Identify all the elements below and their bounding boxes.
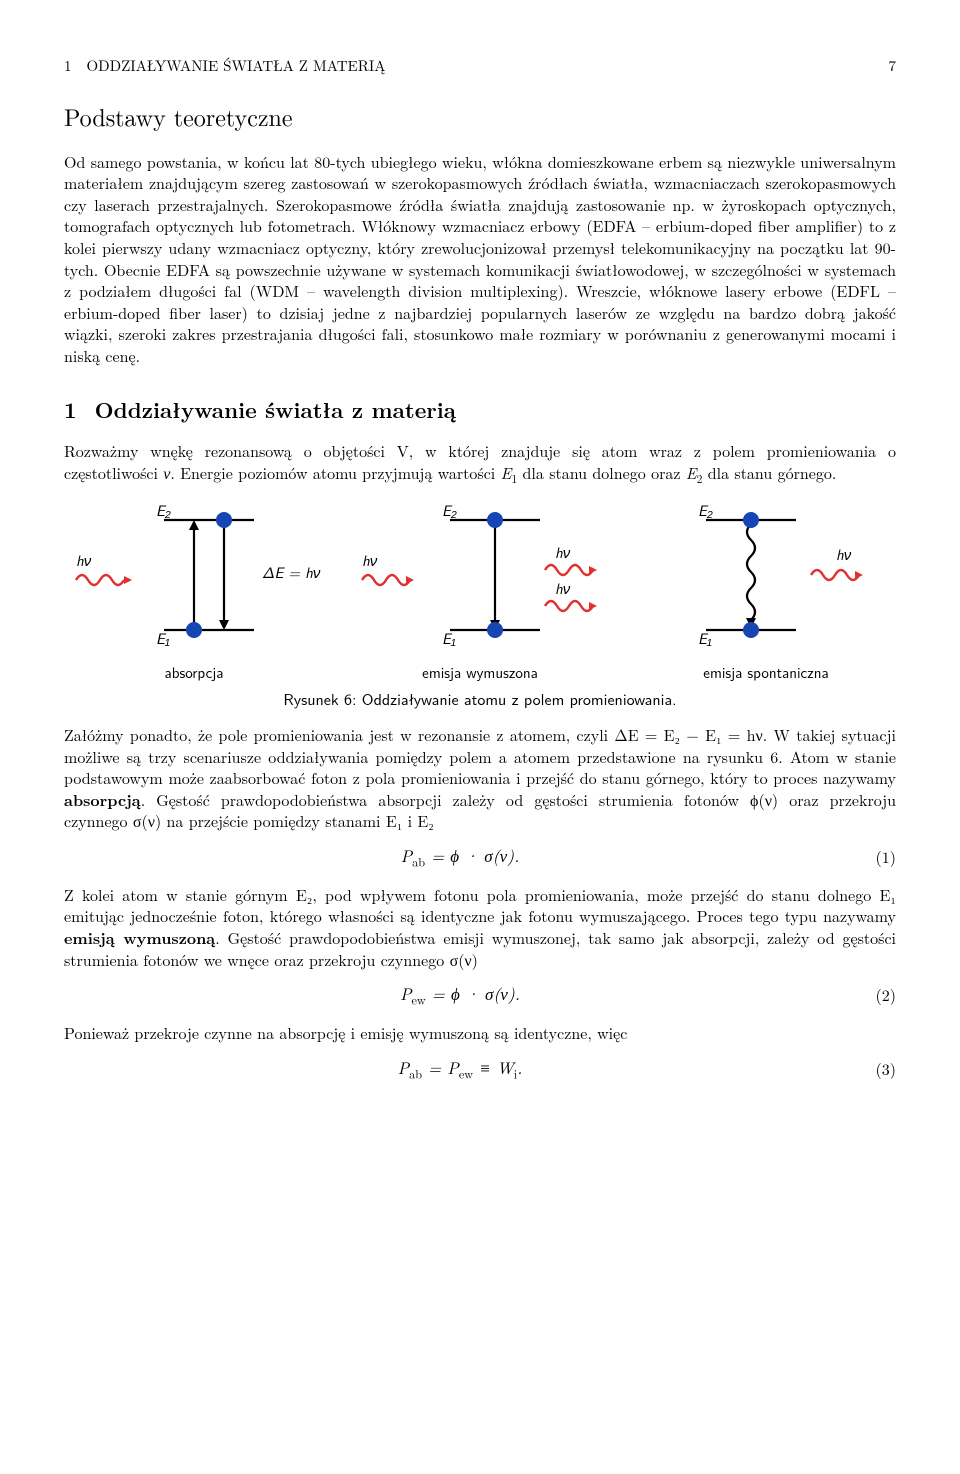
equation-1-body: Pab = ϕ · σ(ν). xyxy=(64,844,856,870)
section-title-text: Oddziaływanie światła z materią xyxy=(95,394,456,425)
p2-e2sym: E xyxy=(686,461,697,484)
svg-text:E₁: E₁ xyxy=(442,627,456,649)
equation-1-number: (1) xyxy=(856,846,896,868)
figure-caption: Rysunek 6: Oddziaływanie atomu z polem p… xyxy=(64,688,896,710)
p2-c: . Energie poziomów atomu przyjmują warto… xyxy=(170,461,500,484)
section-number: 1 xyxy=(64,395,77,425)
p3-a: Załóżmy ponadto, że pole promieniowania … xyxy=(64,723,896,789)
equation-3: Pab = Pew ≡ Wi. (3) xyxy=(64,1056,896,1082)
p3-bold-absorpcja: absorpcją xyxy=(64,788,141,811)
absorption-svg: E₂ E₁ hν ΔE = hν xyxy=(64,500,324,650)
spontaneous-svg: E₂ E₁ hν xyxy=(636,500,896,650)
intro-heading: Podstawy teoretyczne xyxy=(64,100,896,132)
svg-text:ΔE = hν: ΔE = hν xyxy=(262,561,321,583)
p3-cont: . Gęstość prawdopodobieństwa absorpcji z… xyxy=(64,788,896,833)
p4-a: Z kolei atom w stanie górnym E₂, pod wpł… xyxy=(64,883,896,928)
paragraph-3: Załóżmy ponadto, że pole promieniowania … xyxy=(64,724,896,832)
svg-text:E₂: E₂ xyxy=(442,500,457,521)
page-number: 7 xyxy=(888,56,896,76)
svg-text:E₁: E₁ xyxy=(698,627,712,649)
paragraph-4: Z kolei atom w stanie górnym E₂, pod wpł… xyxy=(64,884,896,970)
figure-6: E₂ E₁ hν ΔE = hν absorpcja xyxy=(64,500,896,710)
equation-3-number: (3) xyxy=(856,1058,896,1080)
svg-text:E₁: E₁ xyxy=(156,627,170,649)
diagram-label-spontaneous: emisja spontaniczna xyxy=(636,662,896,682)
paragraph-2: Rozważmy wnękę rezonansową o objętości V… xyxy=(64,440,896,487)
p2-g: dla stanu górnego. xyxy=(702,461,836,484)
diagram-spontaneous-emission: E₂ E₁ hν emisja spontaniczna xyxy=(636,500,896,683)
p4-bold: emisją wymuszoną xyxy=(64,926,215,949)
paragraph-1: Od samego powstania, w końcu lat 80-tych… xyxy=(64,151,896,367)
equation-2: Pew = ϕ · σ(ν). (2) xyxy=(64,982,896,1008)
svg-text:hν: hν xyxy=(555,541,571,563)
page-header-left: 1 ODDZIAŁYWANIE ŚWIATŁA Z MATERIĄ xyxy=(64,56,385,76)
paragraph-5: Ponieważ przekroje czynne na absorpcję i… xyxy=(64,1022,896,1044)
diagram-stimulated-emission: E₂ E₁ hν hν hν emisja wymuszo xyxy=(350,500,610,683)
svg-text:hν: hν xyxy=(76,549,92,571)
page-header: 1 ODDZIAŁYWANIE ŚWIATŁA Z MATERIĄ 7 xyxy=(64,56,896,76)
svg-text:hν: hν xyxy=(836,543,852,565)
equation-1: Pab = ϕ · σ(ν). (1) xyxy=(64,844,896,870)
stimulated-svg: E₂ E₁ hν hν hν xyxy=(350,500,610,650)
svg-text:E₂: E₂ xyxy=(156,500,171,521)
equation-3-body: Pab = Pew ≡ Wi. xyxy=(64,1056,856,1082)
svg-text:E₂: E₂ xyxy=(698,500,713,521)
svg-text:hν: hν xyxy=(555,577,571,599)
equation-2-number: (2) xyxy=(856,984,896,1006)
diagram-absorption: E₂ E₁ hν ΔE = hν absorpcja xyxy=(64,500,324,683)
diagram-label-stimulated: emisja wymuszona xyxy=(350,662,610,682)
diagram-label-absorption: absorpcja xyxy=(64,662,324,682)
equation-2-body: Pew = ϕ · σ(ν). xyxy=(64,982,856,1008)
p2-e1sym: E xyxy=(501,461,512,484)
svg-text:hν: hν xyxy=(362,549,378,571)
p2-e: dla stanu dolnego oraz xyxy=(517,461,686,484)
section-1-title: 1 Oddziaływanie światła z materią xyxy=(64,395,896,425)
